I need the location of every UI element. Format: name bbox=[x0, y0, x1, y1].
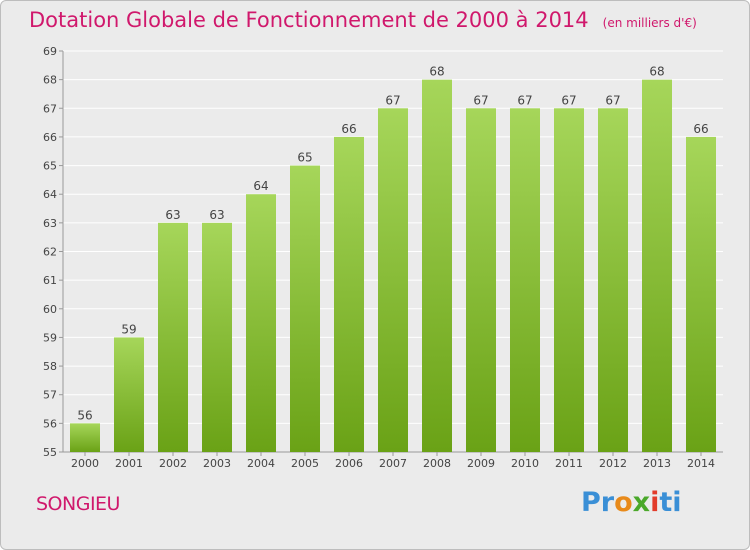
x-tick-label-2008: 2008 bbox=[423, 457, 451, 470]
x-tick-label-2005: 2005 bbox=[291, 457, 319, 470]
y-tick-label: 63 bbox=[43, 217, 57, 230]
data-label-2009: 67 bbox=[473, 93, 488, 107]
x-tick-label-2003: 2003 bbox=[203, 457, 231, 470]
data-label-2007: 67 bbox=[385, 93, 400, 107]
data-label-2001: 59 bbox=[121, 322, 136, 336]
data-label-2013: 68 bbox=[649, 65, 664, 79]
bar-2004 bbox=[246, 194, 276, 452]
bar-2013 bbox=[642, 79, 672, 453]
y-tick-label: 60 bbox=[43, 303, 57, 316]
y-tick-label: 57 bbox=[43, 389, 57, 402]
chart-title-text: Dotation Globale de Fonctionnement de 20… bbox=[29, 8, 589, 32]
y-tick-label: 55 bbox=[43, 446, 57, 459]
bar-2011 bbox=[554, 108, 584, 453]
y-tick-label: 56 bbox=[43, 417, 57, 430]
bar-2010 bbox=[510, 108, 540, 453]
labels: 56 2000 59 2001 63 2002 63 2003 64 2004 65 2005 66 20… bbox=[71, 65, 715, 470]
bar-2003 bbox=[202, 222, 232, 452]
y-tick-label: 65 bbox=[43, 160, 57, 173]
bars bbox=[70, 79, 716, 453]
bar-2006 bbox=[334, 136, 364, 452]
logo-letters: o bbox=[614, 487, 633, 518]
data-label-2008: 68 bbox=[429, 65, 444, 79]
x-tick-label-2014: 2014 bbox=[687, 457, 715, 470]
data-label-2014: 66 bbox=[693, 122, 708, 136]
y-tick-label: 58 bbox=[43, 360, 57, 373]
x-tick-label-2012: 2012 bbox=[599, 457, 627, 470]
data-label-2000: 56 bbox=[77, 408, 92, 422]
data-label-2010: 67 bbox=[517, 93, 532, 107]
data-label-2005: 65 bbox=[297, 151, 312, 165]
x-tick-label-2000: 2000 bbox=[71, 457, 99, 470]
logo-letters: i bbox=[650, 487, 660, 518]
logo-letters: x bbox=[632, 487, 651, 518]
data-label-2011: 67 bbox=[561, 93, 576, 107]
bar-2009 bbox=[466, 108, 496, 453]
commune-name: SONGIEU bbox=[36, 493, 120, 515]
x-tick-label-2013: 2013 bbox=[643, 457, 671, 470]
y-tick-label: 62 bbox=[43, 246, 57, 259]
bar-2000 bbox=[70, 423, 100, 452]
y-tick-label: 61 bbox=[43, 274, 57, 287]
bar-2008 bbox=[422, 79, 452, 453]
x-tick-label-2011: 2011 bbox=[555, 457, 583, 470]
bar-2002 bbox=[158, 222, 188, 452]
proxiti-logo: Proxiti bbox=[581, 487, 682, 518]
x-tick-label-2001: 2001 bbox=[115, 457, 143, 470]
y-tick-label: 69 bbox=[43, 45, 57, 58]
data-label-2006: 66 bbox=[341, 122, 356, 136]
x-tick-label-2002: 2002 bbox=[159, 457, 187, 470]
data-label-2012: 67 bbox=[605, 93, 620, 107]
data-label-2003: 63 bbox=[209, 208, 224, 222]
bar-2012 bbox=[598, 108, 628, 453]
logo-letters: ti bbox=[659, 487, 682, 518]
logo-letters: Pr bbox=[581, 487, 615, 518]
x-tick-label-2009: 2009 bbox=[467, 457, 495, 470]
x-tick-label-2004: 2004 bbox=[247, 457, 275, 470]
chart-subtitle: (en milliers d'€) bbox=[602, 16, 697, 30]
y-tick-label: 64 bbox=[43, 188, 57, 201]
x-tick-label-2006: 2006 bbox=[335, 457, 363, 470]
bar-2005 bbox=[290, 165, 320, 453]
x-tick-label-2007: 2007 bbox=[379, 457, 407, 470]
y-tick-label: 66 bbox=[43, 131, 57, 144]
x-tick-label-2010: 2010 bbox=[511, 457, 539, 470]
data-label-2002: 63 bbox=[165, 208, 180, 222]
y-tick-label: 59 bbox=[43, 331, 57, 344]
data-label-2004: 64 bbox=[253, 179, 268, 193]
bar-2001 bbox=[114, 337, 144, 452]
y-tick-label: 68 bbox=[43, 74, 57, 87]
y-tick-label: 67 bbox=[43, 102, 57, 115]
bar-2007 bbox=[378, 108, 408, 453]
bar-2014 bbox=[686, 136, 716, 452]
chart-title: Dotation Globale de Fonctionnement de 20… bbox=[29, 8, 697, 32]
